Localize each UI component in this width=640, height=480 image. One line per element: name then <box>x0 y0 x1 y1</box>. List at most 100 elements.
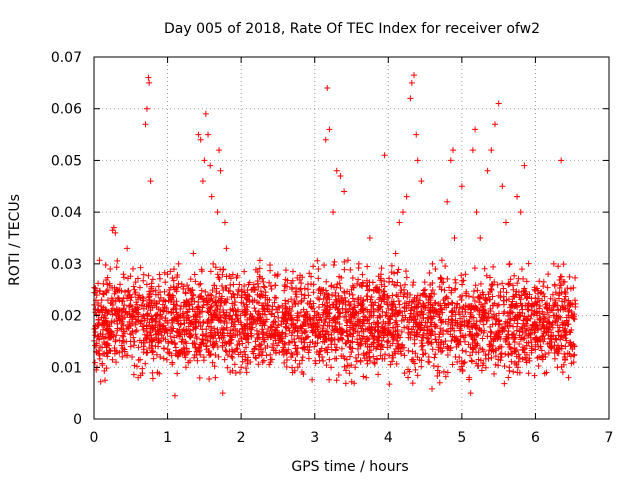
data-point <box>143 350 150 357</box>
data-point <box>553 335 560 342</box>
data-point <box>187 327 194 334</box>
data-point <box>231 361 238 368</box>
data-point <box>114 327 121 334</box>
data-point <box>133 363 140 370</box>
data-point <box>369 299 376 306</box>
data-point <box>427 319 434 326</box>
data-point <box>227 306 234 313</box>
data-point <box>328 341 335 348</box>
data-point <box>381 283 388 290</box>
data-point <box>391 270 398 277</box>
data-point <box>275 322 282 329</box>
data-point <box>562 343 569 350</box>
data-point <box>444 295 451 302</box>
data-point <box>344 319 351 326</box>
data-point <box>242 356 249 363</box>
data-point <box>571 297 578 304</box>
data-point <box>390 336 397 343</box>
data-point <box>529 321 536 328</box>
data-point <box>511 345 518 352</box>
data-point <box>514 314 521 321</box>
data-point <box>208 303 215 310</box>
data-point <box>537 289 544 296</box>
data-point <box>384 339 391 346</box>
data-point <box>100 280 107 287</box>
data-point <box>556 324 563 331</box>
data-point <box>499 328 506 335</box>
data-point <box>205 292 212 299</box>
data-point <box>360 373 367 380</box>
data-point <box>178 281 185 288</box>
data-point <box>448 337 455 344</box>
data-point <box>366 320 373 327</box>
data-point <box>563 337 570 344</box>
data-point <box>214 329 221 336</box>
data-point <box>379 308 386 315</box>
data-point <box>116 337 123 344</box>
data-point <box>342 380 349 387</box>
data-point <box>260 302 267 309</box>
data-point <box>400 286 407 293</box>
data-point <box>247 330 254 337</box>
data-point <box>329 323 336 330</box>
data-point <box>438 279 445 286</box>
data-point <box>505 280 512 287</box>
data-point <box>170 277 177 284</box>
data-point <box>503 335 510 342</box>
y-tick-label: 0.06 <box>51 102 82 118</box>
data-point <box>382 312 389 319</box>
data-point <box>227 312 234 319</box>
data-point <box>270 347 277 354</box>
data-point <box>341 288 348 295</box>
data-point <box>359 280 366 287</box>
data-point <box>471 332 478 339</box>
data-point <box>257 316 264 323</box>
data-point <box>103 350 110 357</box>
data-point <box>395 266 402 273</box>
data-point <box>260 329 267 336</box>
data-point <box>141 331 148 338</box>
data-point <box>296 360 303 367</box>
data-point <box>221 299 228 306</box>
data-point <box>217 314 224 321</box>
data-point <box>420 287 427 294</box>
data-point <box>497 351 504 358</box>
data-point <box>203 342 210 349</box>
data-point <box>254 280 261 287</box>
data-point <box>384 344 391 351</box>
data-point <box>160 322 167 329</box>
data-point <box>119 338 126 345</box>
data-point <box>263 330 270 337</box>
data-point <box>144 335 151 342</box>
data-point <box>424 334 431 341</box>
data-point <box>498 350 505 357</box>
data-point <box>492 320 499 327</box>
data-point <box>381 152 388 159</box>
data-point <box>260 279 267 286</box>
data-point <box>377 352 384 359</box>
data-point <box>260 357 267 364</box>
data-point <box>156 319 163 326</box>
data-point <box>378 281 385 288</box>
data-point <box>152 287 159 294</box>
data-point <box>190 340 197 347</box>
data-point <box>179 338 186 345</box>
data-point <box>366 286 373 293</box>
data-point <box>329 291 336 298</box>
data-point <box>427 323 434 330</box>
data-point <box>467 306 474 313</box>
data-point <box>333 296 340 303</box>
data-point <box>407 291 414 298</box>
data-point <box>460 313 467 320</box>
data-point <box>436 313 443 320</box>
data-point <box>409 282 416 289</box>
data-point <box>480 291 487 298</box>
data-point <box>448 309 455 316</box>
data-point <box>259 334 266 341</box>
data-point <box>233 274 240 281</box>
data-point <box>572 303 579 310</box>
data-point <box>535 362 542 369</box>
data-point <box>393 360 400 367</box>
data-point <box>532 346 539 353</box>
data-point <box>156 275 163 282</box>
